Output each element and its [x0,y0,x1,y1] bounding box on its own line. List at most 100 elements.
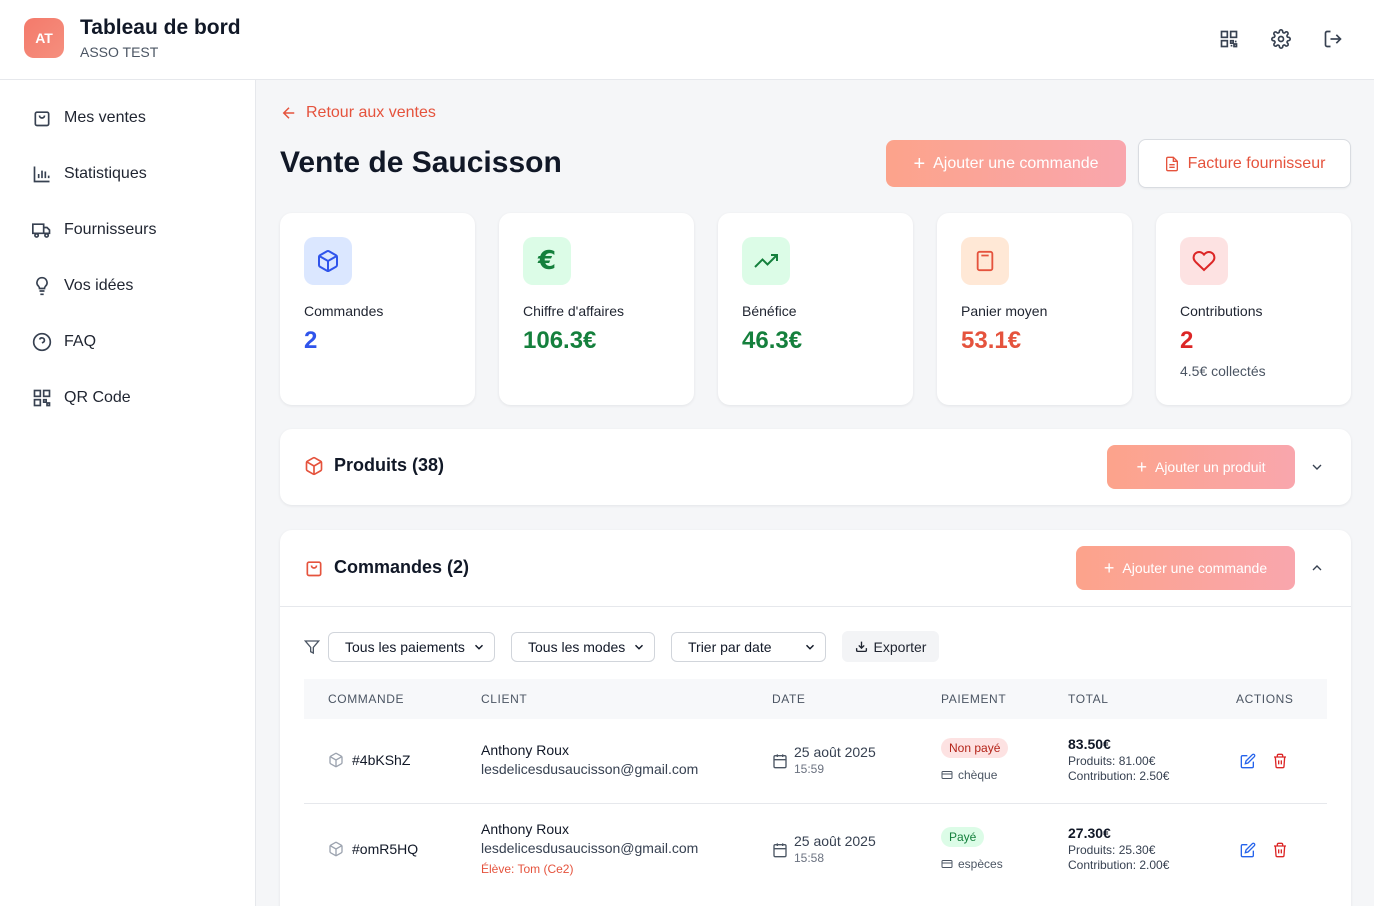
sidebar-item-label: Mes ventes [64,109,146,126]
shopping-bag-icon [306,560,322,576]
stat-card-chiffre-affaires: € Chiffre d'affaires 106.3€ [499,213,694,405]
avatar: AT [24,18,64,58]
order-date: 25 août 2025 [794,744,876,760]
sort-select[interactable]: Trier par date [671,632,826,662]
client-name: Anthony Roux [481,821,569,837]
sidebar-item-vos-idees[interactable]: Vos idées [24,266,232,306]
supplier-invoice-label: Facture fournisseur [1187,154,1326,172]
order-time: 15:59 [794,762,825,776]
logout-icon[interactable] [1320,26,1346,52]
payment-mode-text: chèque [958,768,998,782]
column-header-commande: COMMANDE [328,692,405,706]
sidebar-item-qr-code[interactable]: QR Code [24,378,232,418]
client-cell: Anthony Roux lesdelicesdusaucisson@gmail… [481,742,698,777]
stat-card-commandes: Commandes 2 [280,213,475,405]
sidebar-item-mes-ventes[interactable]: Mes ventes [24,98,232,138]
add-order-section-button[interactable]: + Ajouter une commande [1076,546,1295,590]
products-section: Produits (38) + Ajouter un produit [280,429,1351,505]
arrow-left-icon [282,107,295,119]
order-time: 15:58 [794,851,825,865]
export-label: Exporter [873,638,927,655]
box-icon [329,841,343,857]
date-cell: 25 août 2025 15:58 [772,833,876,865]
stat-value: 106.3€ [523,327,597,354]
column-header-paiement: PAIEMENT [941,692,1007,706]
export-button[interactable]: Exporter [842,631,939,662]
sidebar-item-label: Vos idées [64,277,134,294]
heart-icon [1180,237,1228,285]
box-icon [305,456,323,475]
trash-icon[interactable] [1271,841,1289,859]
back-to-sales-link[interactable]: Retour aux ventes [280,104,436,122]
stat-value: 2 [1180,327,1194,354]
chevron-up-icon[interactable] [1307,558,1327,578]
bar-chart-icon [33,166,50,183]
order-total: 27.30€ [1068,825,1111,841]
products-subtotal: Produits: 25.30€ [1068,843,1156,857]
order-total: 83.50€ [1068,736,1111,752]
sidebar-item-faq[interactable]: FAQ [24,322,232,362]
add-product-button[interactable]: + Ajouter un produit [1107,445,1295,489]
products-title: Produits (38) [334,455,445,475]
credit-card-icon [941,771,953,779]
orders-section-header[interactable]: Commandes (2) [304,557,469,578]
stat-card-benefice: Bénéfice 46.3€ [718,213,913,405]
stat-label: Commandes [304,303,384,319]
gear-icon[interactable] [1268,26,1294,52]
stat-value: 2 [304,327,318,354]
payment-mode: espèces [941,857,1003,871]
stat-label: Chiffre d'affaires [523,303,624,319]
calendar-icon [773,754,787,769]
edit-icon[interactable] [1239,752,1257,770]
payment-filter-select[interactable]: Tous les paiements [328,632,495,662]
payment-cell: Payé espèces [941,827,1003,871]
stat-label: Panier moyen [961,303,1048,319]
section-divider [280,606,1351,607]
table-row[interactable]: #4bKShZ Anthony Roux lesdelicesdusauciss… [304,719,1327,804]
table-row[interactable]: #omR5HQ Anthony Roux lesdelicesdusauciss… [304,808,1327,906]
sidebar: Mes ventes Statistiques Fournisseurs Vos… [0,80,256,906]
products-section-header[interactable]: Produits (38) [304,455,444,476]
order-id: #4bKShZ [328,752,410,768]
supplier-invoice-button[interactable]: Facture fournisseur [1138,139,1351,188]
chevron-down-icon[interactable] [1307,457,1327,477]
column-header-client: CLIENT [481,692,528,706]
payment-cell: Non payé chèque [941,738,1009,782]
student-note: Élève: Tom (Ce2) [481,862,574,876]
edit-icon[interactable] [1239,841,1257,859]
mode-filter-value: Tous les modes [528,639,626,655]
column-header-date: DATE [772,692,806,706]
orders-table-header: COMMANDE CLIENT DATE PAIEMENT TOTAL ACTI… [304,679,1327,719]
help-circle-icon [32,332,52,352]
chevron-down-icon [634,644,644,650]
products-subtotal: Produits: 81.00€ [1068,754,1156,768]
lightbulb-icon [36,276,48,296]
add-order-section-label: Ajouter une commande [1122,560,1268,576]
stat-value: 53.1€ [961,327,1022,354]
date-cell: 25 août 2025 15:59 [772,744,876,776]
stat-card-contributions: Contributions 2 4.5€ collectés [1156,213,1351,405]
status-badge: Non payé [941,738,1009,758]
trash-icon[interactable] [1271,752,1289,770]
add-order-button[interactable]: + Ajouter une commande [886,140,1126,187]
sidebar-item-statistiques[interactable]: Statistiques [24,154,232,194]
sidebar-item-fournisseurs[interactable]: Fournisseurs [24,210,232,250]
stat-value: 46.3€ [742,327,803,354]
payment-filter-value: Tous les paiements [345,639,465,655]
back-link-label: Retour aux ventes [306,104,436,121]
sidebar-item-label: Fournisseurs [64,221,157,238]
organization-name: ASSO TEST [80,44,159,60]
mode-filter-select[interactable]: Tous les modes [511,632,655,662]
chevron-down-icon [474,644,484,650]
contribution-subtotal: Contribution: 2.50€ [1068,769,1170,783]
filter-icon [303,639,321,660]
credit-card-icon [941,860,953,868]
add-product-label: Ajouter un produit [1154,459,1266,475]
payment-mode-text: espèces [958,857,1003,871]
chevron-down-icon [805,644,815,650]
client-email: lesdelicesdusaucisson@gmail.com [481,761,699,777]
qr-code-icon[interactable] [1216,26,1242,52]
client-email: lesdelicesdusaucisson@gmail.com [481,840,699,856]
order-date: 25 août 2025 [794,833,876,849]
calendar-icon [773,843,787,858]
